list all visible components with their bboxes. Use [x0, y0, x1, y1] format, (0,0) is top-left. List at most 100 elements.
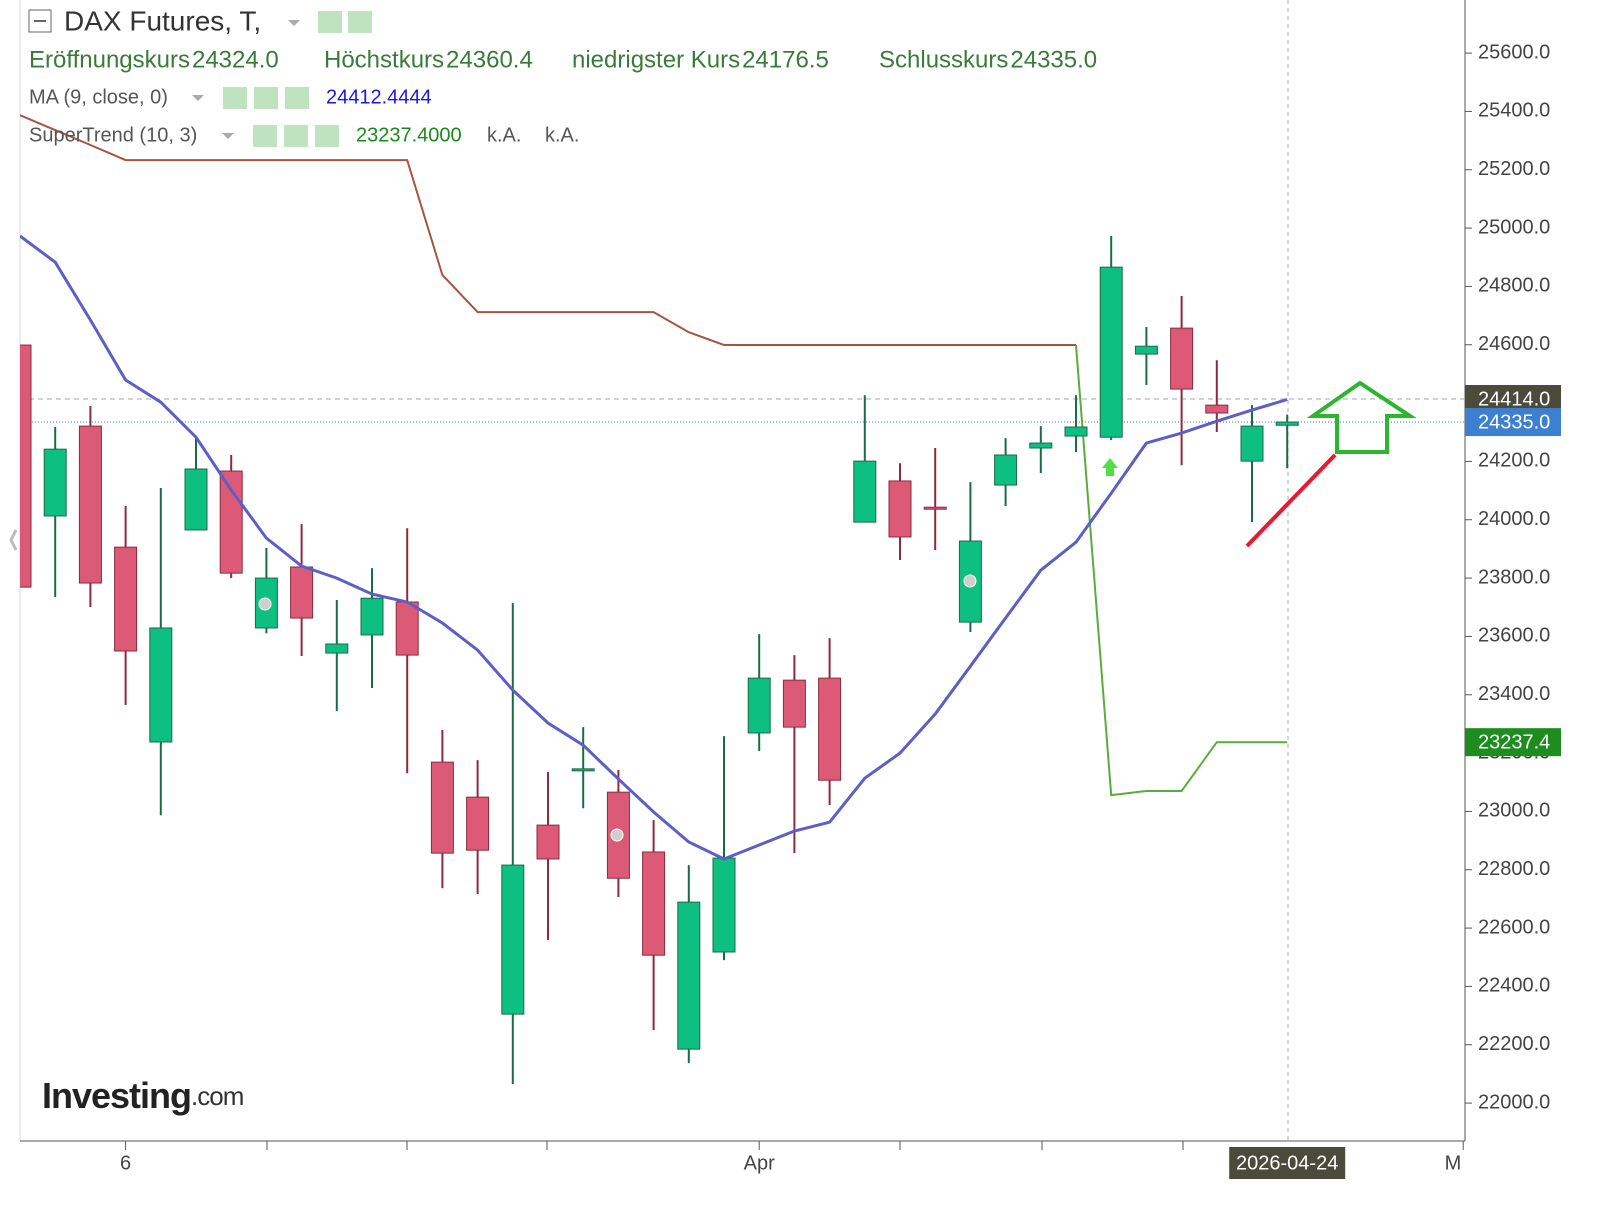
y-tick-label: 22600.0 — [1478, 916, 1550, 938]
dropdown-caret[interactable] — [222, 133, 234, 139]
candle-body — [501, 864, 525, 1015]
candle-body — [395, 601, 419, 656]
remove-button[interactable] — [315, 125, 339, 147]
ma-line — [20, 234, 1288, 861]
y-tick-label: 24200.0 — [1478, 450, 1550, 472]
y-tick-label: 24600.0 — [1478, 333, 1550, 355]
dropdown-caret[interactable] — [192, 95, 204, 101]
candle-body — [1029, 442, 1053, 449]
signal-arrow — [1102, 458, 1118, 476]
annotation-arrow — [1306, 380, 1417, 454]
y-tick-label: 22000.0 — [1478, 1091, 1550, 1113]
candle-body — [20, 344, 32, 588]
candle-body — [782, 679, 806, 728]
candle-body — [360, 597, 384, 636]
candle-body — [712, 857, 736, 953]
candle-body — [1240, 425, 1264, 462]
candle-body — [747, 677, 771, 734]
indicator-label: SuperTrend (10, 3) — [29, 124, 197, 146]
chart-title: DAX Futures, T, — [64, 5, 261, 36]
header: DAX Futures, T, Eröffnungskurs 24324.0 H… — [28, 5, 1097, 147]
legend-value: 24324.0 — [192, 46, 279, 73]
candle-body — [1170, 327, 1194, 390]
price-badge — [1465, 408, 1561, 437]
visibility-button[interactable] — [253, 125, 277, 147]
candle-body — [994, 454, 1018, 486]
y-tick-label: 23000.0 — [1478, 800, 1550, 822]
y-tick-label: 25200.0 — [1478, 158, 1550, 180]
legend-label: niedrigster Kurs — [572, 46, 740, 73]
candle-body — [677, 901, 701, 1050]
legend-value: 24176.5 — [742, 46, 829, 73]
x-crosshair-label: 2026-04-24 — [1236, 1152, 1338, 1174]
supertrend-down-line — [20, 114, 1076, 346]
x-crosshair-badge — [1229, 1147, 1346, 1179]
y-tick-label: 23400.0 — [1478, 683, 1550, 705]
y-tick-label: 22800.0 — [1478, 858, 1550, 880]
x-minor-ticks — [266, 1141, 1184, 1150]
watermark-brand: Investing.com — [42, 1075, 243, 1116]
visibility-button[interactable] — [318, 11, 342, 33]
settings-button[interactable] — [284, 125, 308, 147]
x-tick-label: 6 — [120, 1152, 131, 1174]
candle-body — [888, 480, 912, 538]
candle-body — [1099, 266, 1123, 438]
indicator-value: k.A. — [487, 124, 521, 146]
candle-body — [114, 546, 138, 652]
candle-body — [325, 643, 349, 654]
candle-body — [466, 796, 490, 851]
y-tick-label: 25000.0 — [1478, 216, 1550, 238]
annotation-line — [1245, 453, 1337, 548]
candle-body — [149, 627, 173, 743]
candle-body — [1275, 421, 1299, 426]
price-badge-label: 24414.0 — [1478, 388, 1550, 410]
y-tick-label: 24800.0 — [1478, 275, 1550, 297]
plot-area — [20, 114, 1465, 1085]
y-tick-label: 25600.0 — [1478, 41, 1550, 63]
scroll-handle[interactable] — [9, 529, 18, 551]
candle-body — [43, 448, 67, 517]
legend-value: 24335.0 — [1010, 46, 1097, 73]
candle-body — [1064, 426, 1088, 437]
price-badge-label: 24335.0 — [1478, 411, 1550, 433]
supertrend-up-line — [1075, 344, 1288, 797]
settings-button[interactable] — [254, 87, 278, 109]
candle-body — [923, 506, 947, 510]
remove-button[interactable] — [285, 87, 309, 109]
candle-body — [430, 761, 454, 854]
candle-body — [642, 851, 666, 956]
indicator-label: MA (9, close, 0) — [29, 86, 168, 108]
y-tick-label: 25400.0 — [1478, 100, 1550, 122]
legend-label: Schlusskurs — [879, 46, 1008, 73]
event-marker[interactable] — [610, 828, 624, 842]
watermark-suffix: .com — [191, 1081, 243, 1111]
watermark: Investing.com — [42, 1075, 244, 1116]
candle-body — [1134, 345, 1158, 355]
candle-body — [853, 460, 877, 523]
candle-body — [1205, 404, 1229, 414]
y-tick-label: 25800.0 — [1478, 0, 1550, 5]
indicator-value: 23237.4000 — [356, 124, 462, 146]
y-tick-label: 22400.0 — [1478, 975, 1550, 997]
y-tick-label: 23600.0 — [1478, 625, 1550, 647]
candle-body — [78, 425, 102, 584]
candle-body — [818, 677, 842, 781]
candle-body — [536, 824, 560, 860]
indicator-value: k.A. — [545, 124, 579, 146]
y-tick-label: 24000.0 — [1478, 508, 1550, 530]
y-tick-label: 23800.0 — [1478, 566, 1550, 588]
price-badge-label: 23237.4 — [1478, 731, 1550, 753]
candle-body — [184, 468, 208, 531]
visibility-button[interactable] — [223, 87, 247, 109]
x-tick-label: M — [1445, 1152, 1462, 1174]
dropdown-caret[interactable] — [288, 20, 300, 26]
legend-label: Eröffnungskurs — [29, 46, 190, 73]
event-marker[interactable] — [963, 574, 977, 588]
x-tick-label: Apr — [744, 1152, 775, 1174]
overlay — [9, 380, 1417, 842]
settings-button[interactable] — [348, 11, 372, 33]
event-marker[interactable] — [258, 597, 272, 611]
